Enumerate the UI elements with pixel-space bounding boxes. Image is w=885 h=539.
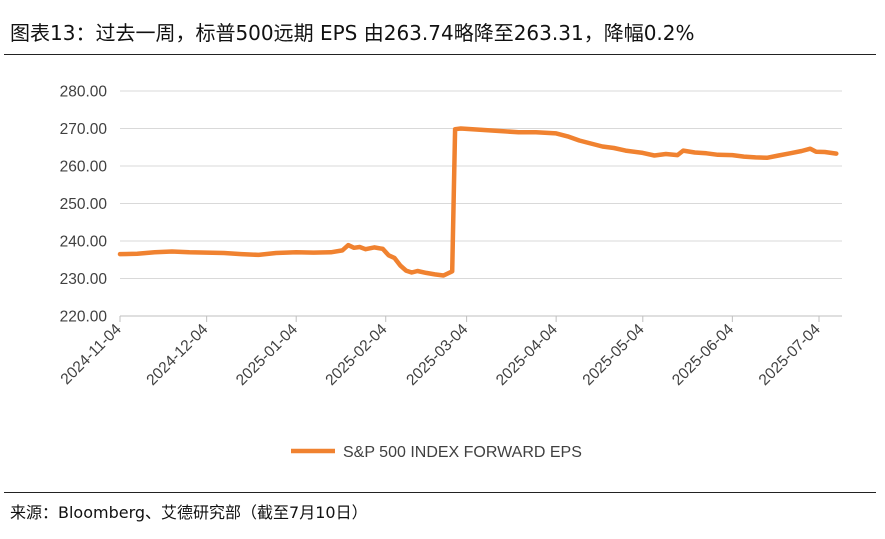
y-tick-label: 230.00 [60,271,108,288]
x-tick-label: 2025-02-04 [322,321,390,389]
x-axis [119,315,842,322]
y-axis-tick-labels: 220.00 230.00 240.00 250.00 260.00 270.00 280.… [60,84,108,326]
chart-title: 图表13：过去一周，标普500远期 EPS 由263.74略降至263.31，降… [10,21,695,45]
y-tick-label: 260.00 [60,159,108,176]
legend: S&P 500 INDEX FORWARD EPS [291,444,582,461]
series-line [117,126,839,278]
x-tick-label: 2025-01-04 [233,321,301,389]
y-tick-label: 240.00 [60,234,108,251]
y-tick-label: 250.00 [60,196,108,213]
x-tick-label: 2025-05-04 [580,321,648,389]
x-tick-label: 2025-06-04 [669,321,737,389]
legend-label: S&P 500 INDEX FORWARD EPS [343,444,582,461]
x-tick-label: 2024-11-04 [58,321,126,389]
x-tick-label: 2024-12-04 [143,321,211,389]
title-divider [4,54,876,55]
series [117,126,839,278]
line-chart: 220.00 230.00 240.00 250.00 260.00 270.00 280.… [58,84,842,461]
x-axis-tick-labels: 2024-11-04 2024-12-04 2025-01-04 2025-02-04… [58,321,825,389]
y-tick-label: 270.00 [60,121,108,138]
x-tick-label: 2025-07-04 [756,321,824,389]
gridlines [120,90,842,279]
y-tick-label: 280.00 [60,84,108,101]
y-tick-label: 220.00 [60,309,108,326]
source-note: 来源：Bloomberg、艾德研究部（截至7月10日） [10,503,368,522]
footer-divider [4,492,876,493]
x-tick-label: 2025-03-04 [403,321,471,389]
x-tick-label: 2025-04-04 [493,321,561,389]
